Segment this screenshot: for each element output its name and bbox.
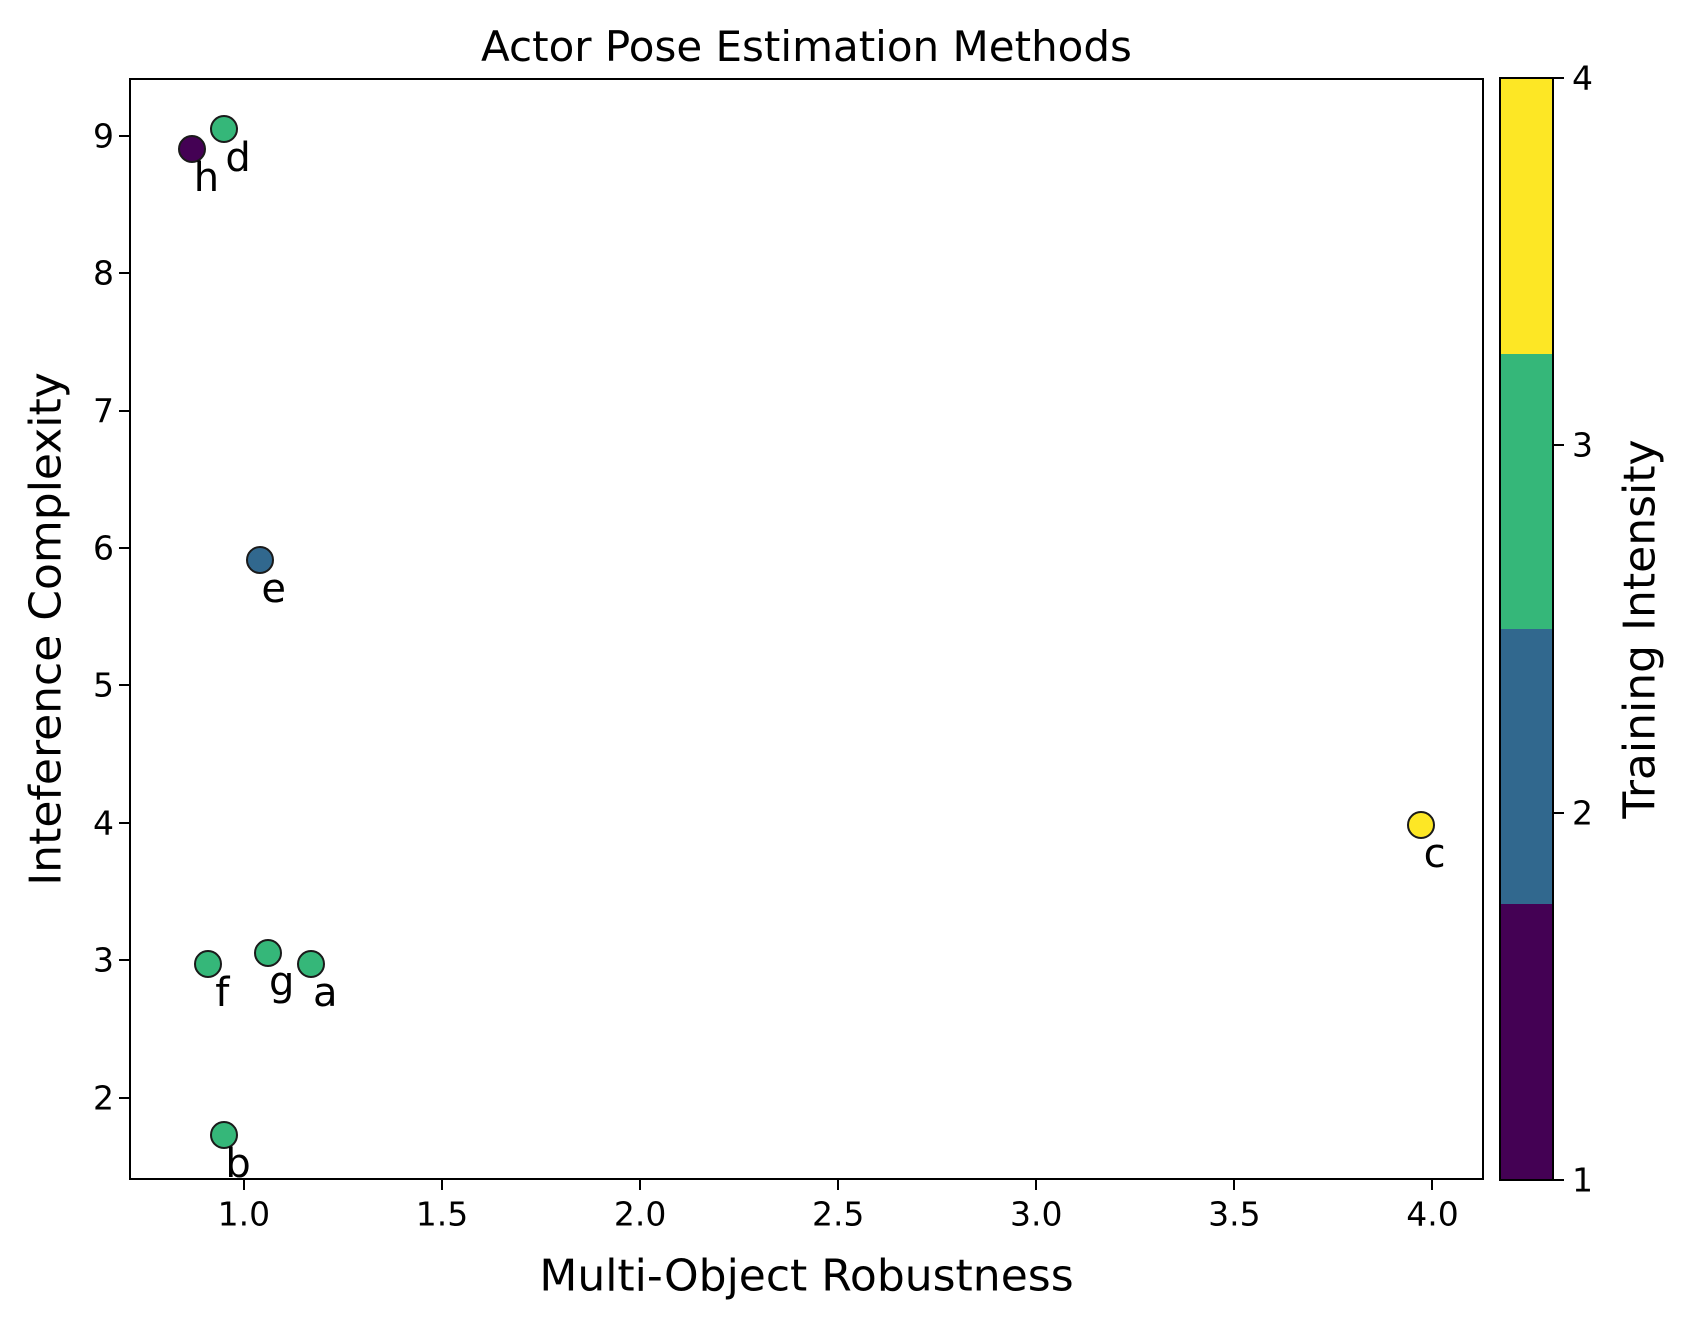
colorbar-label: Training Intensity: [1614, 439, 1666, 819]
x-tick-label: 2.0: [613, 1194, 667, 1234]
colorbar-segment: [1501, 904, 1552, 1179]
colorbar-segment: [1501, 354, 1552, 629]
colorbar-tick-label: 4: [1572, 58, 1593, 98]
point-label-f: f: [215, 970, 230, 1017]
y-tick: [119, 959, 129, 962]
colorbar-tick-label: 1: [1572, 1160, 1593, 1200]
scatter-point-c: [1406, 811, 1435, 840]
y-tick-label: 2: [93, 1078, 114, 1118]
x-tick-label: 1.5: [415, 1194, 469, 1234]
point-label-c: c: [1423, 831, 1446, 878]
y-tick-label: 3: [93, 940, 114, 980]
scatter-point-h: [178, 135, 207, 164]
point-label-g: g: [268, 959, 295, 1006]
colorbar: [1499, 77, 1554, 1181]
y-tick: [119, 134, 129, 137]
plot-area: [129, 78, 1484, 1180]
point-label-a: a: [312, 970, 338, 1017]
x-axis-label: Multi-Object Robustness: [539, 1250, 1074, 1302]
colorbar-tick-label: 3: [1572, 425, 1593, 465]
y-tick: [119, 1096, 129, 1099]
x-tick-label: 3.5: [1208, 1194, 1261, 1234]
y-tick-label: 9: [93, 116, 114, 156]
x-tick-label: 1.0: [217, 1194, 271, 1234]
x-tick: [837, 1180, 840, 1190]
x-tick: [1233, 1180, 1236, 1190]
colorbar-segment: [1501, 629, 1552, 904]
x-tick: [242, 1180, 245, 1190]
colorbar-tick: [1554, 811, 1564, 814]
x-tick-label: 3.0: [1010, 1194, 1063, 1234]
point-label-d: d: [225, 134, 251, 181]
colorbar-segment: [1501, 79, 1552, 354]
chart-title: Actor Pose Estimation Methods: [481, 22, 1132, 71]
colorbar-tick: [1554, 1179, 1564, 1181]
y-tick-label: 5: [93, 665, 114, 705]
point-label-b: b: [225, 1140, 251, 1187]
y-tick: [119, 684, 129, 687]
y-tick: [119, 409, 129, 412]
y-tick: [119, 272, 129, 275]
point-label-h: h: [193, 155, 220, 202]
y-tick-label: 8: [93, 253, 114, 293]
x-tick: [639, 1180, 642, 1190]
y-tick-label: 4: [93, 803, 114, 843]
scatter-point-a: [297, 950, 326, 979]
scatter-point-d: [210, 114, 239, 143]
colorbar-tick-label: 2: [1572, 793, 1593, 833]
colorbar-tick: [1554, 444, 1564, 447]
point-label-e: e: [261, 566, 287, 613]
y-tick: [119, 546, 129, 549]
y-tick-label: 6: [93, 528, 114, 568]
scatter-point-e: [245, 546, 274, 575]
x-tick-label: 2.5: [811, 1194, 865, 1234]
x-tick: [1431, 1180, 1434, 1190]
scatter-point-g: [253, 939, 282, 968]
y-tick: [119, 821, 129, 824]
scatter-point-f: [194, 950, 223, 979]
x-tick: [1035, 1180, 1038, 1190]
y-tick-label: 7: [93, 391, 114, 431]
colorbar-tick: [1554, 77, 1564, 79]
x-tick: [440, 1180, 443, 1190]
x-tick-label: 4.0: [1406, 1194, 1459, 1234]
scatter-point-b: [210, 1120, 239, 1149]
